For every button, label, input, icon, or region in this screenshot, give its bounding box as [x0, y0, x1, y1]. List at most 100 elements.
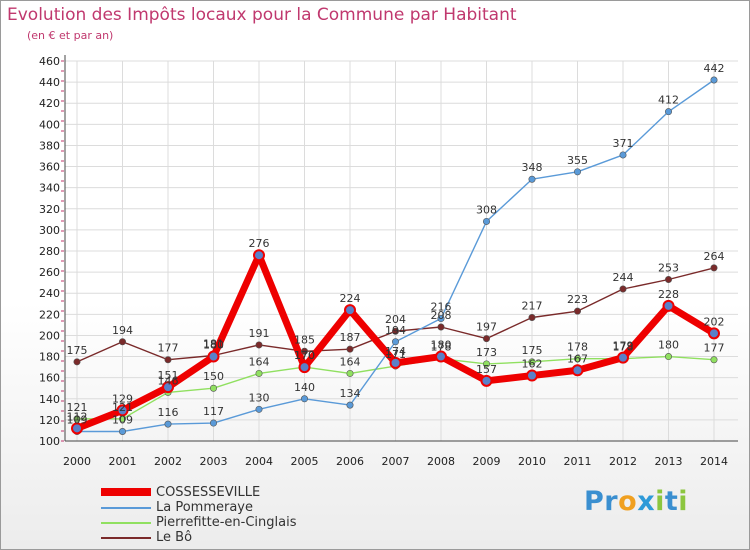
data-label: 150 — [203, 370, 224, 383]
data-point — [253, 249, 265, 262]
data-point — [710, 264, 718, 272]
data-point — [207, 350, 220, 363]
data-label: 109 — [112, 414, 133, 427]
y-tick-label: 240 — [39, 287, 60, 300]
x-tick-label: 2008 — [427, 455, 455, 468]
data-label: 178 — [431, 341, 452, 354]
data-label: 121 — [112, 401, 133, 414]
data-label: 109 — [67, 414, 88, 427]
data-label: 412 — [658, 94, 679, 107]
data-point — [528, 358, 536, 366]
data-point — [73, 358, 81, 366]
legend-swatch — [101, 488, 151, 496]
data-label: 180 — [203, 339, 224, 352]
data-point — [480, 374, 493, 387]
data-label: 171 — [385, 348, 406, 361]
data-point — [664, 353, 672, 361]
y-tick-label: 440 — [39, 76, 60, 89]
data-point — [571, 364, 584, 377]
legend-label: Pierrefitte-en-Cinglais — [156, 515, 297, 530]
data-point — [346, 369, 354, 377]
data-label: 253 — [658, 262, 679, 275]
y-tick-label: 400 — [39, 118, 60, 131]
x-tick-label: 2002 — [154, 455, 182, 468]
data-point — [71, 422, 83, 435]
data-point — [482, 335, 490, 343]
data-label: 164 — [340, 355, 361, 368]
data-label: 194 — [112, 324, 133, 337]
data-label: 244 — [613, 271, 634, 284]
x-tick-label: 2013 — [655, 455, 683, 468]
x-tick-label: 2010 — [518, 455, 546, 468]
data-label: 174 — [385, 345, 406, 358]
data-point — [300, 395, 308, 403]
data-label: 146 — [158, 374, 179, 387]
x-tick-label: 2012 — [609, 455, 637, 468]
data-label: 202 — [704, 315, 725, 328]
y-tick-label: 160 — [39, 372, 60, 385]
y-tick-label: 320 — [39, 203, 60, 216]
data-point — [664, 275, 672, 283]
data-point — [255, 369, 263, 377]
x-tick-label: 2001 — [109, 455, 137, 468]
data-label: 112 — [67, 410, 88, 423]
y-tick-label: 220 — [39, 308, 60, 321]
data-point — [162, 381, 174, 394]
data-point — [435, 350, 447, 363]
data-point — [210, 419, 218, 427]
x-tick-label: 2007 — [382, 455, 410, 468]
y-tick-label: 100 — [39, 435, 60, 448]
legend-swatch — [101, 507, 151, 509]
y-tick-label: 380 — [39, 139, 60, 152]
logo-letter: o — [618, 486, 638, 517]
y-tick-label: 460 — [39, 55, 60, 68]
data-label: 170 — [294, 349, 315, 362]
legend-swatch — [101, 522, 151, 524]
data-point — [210, 384, 218, 392]
y-tick-label: 420 — [39, 97, 60, 110]
legend-label: La Pommeraye — [156, 500, 253, 515]
logo-letter: P — [584, 486, 605, 517]
data-label: 442 — [704, 62, 725, 75]
logo-letter: x — [637, 486, 656, 517]
x-tick-label: 2006 — [336, 455, 364, 468]
logo-letter: r — [604, 486, 619, 517]
proxiti-logo: Proxiti — [584, 486, 688, 517]
data-label: 167 — [567, 352, 588, 365]
data-point — [389, 356, 402, 369]
data-point — [526, 369, 538, 382]
data-point — [710, 76, 718, 84]
data-point — [528, 175, 536, 183]
data-label: 216 — [431, 301, 452, 314]
y-tick-label: 180 — [39, 351, 60, 364]
data-point — [344, 304, 356, 317]
y-tick-label: 280 — [39, 245, 60, 258]
data-label: 180 — [431, 339, 452, 352]
data-point — [710, 356, 718, 364]
chart-subtitle: (en € et par an) — [27, 29, 114, 42]
data-label: 224 — [340, 292, 361, 305]
data-point — [346, 345, 354, 353]
data-label: 223 — [567, 293, 588, 306]
data-point — [437, 323, 445, 331]
y-tick-label: 340 — [39, 182, 60, 195]
data-label: 191 — [249, 327, 270, 340]
data-label: 140 — [294, 381, 315, 394]
x-tick-label: 2000 — [63, 455, 91, 468]
data-label: 264 — [704, 250, 725, 263]
data-label: 179 — [613, 340, 634, 353]
data-label: 173 — [476, 346, 497, 359]
data-point — [164, 356, 172, 364]
y-tick-label: 360 — [39, 161, 60, 174]
data-point — [573, 307, 581, 315]
data-label: 130 — [249, 391, 270, 404]
data-label: 175 — [67, 344, 88, 357]
data-label: 217 — [522, 300, 543, 313]
legend-swatch — [101, 537, 151, 539]
data-point — [528, 313, 536, 321]
data-label: 162 — [522, 358, 543, 371]
data-label: 371 — [613, 137, 634, 150]
x-tick-label: 2003 — [200, 455, 228, 468]
y-tick-label: 120 — [39, 414, 60, 427]
